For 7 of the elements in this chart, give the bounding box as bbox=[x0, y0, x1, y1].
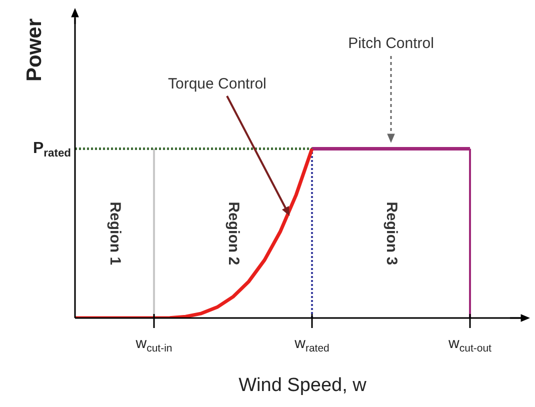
annotation: Region 2 bbox=[224, 202, 242, 266]
annotation: Region 1 bbox=[106, 202, 124, 266]
y-axis-title: Power bbox=[22, 18, 46, 82]
annotation: Region 3 bbox=[382, 202, 400, 266]
text: Torque Control bbox=[168, 76, 266, 93]
text: Pitch Control bbox=[348, 34, 434, 52]
x-axis-title: Wind Speed, w bbox=[238, 375, 367, 396]
